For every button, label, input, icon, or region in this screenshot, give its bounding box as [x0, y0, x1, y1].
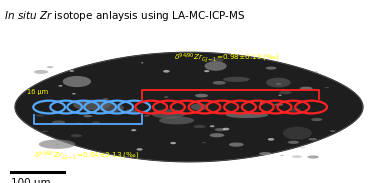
Ellipse shape: [170, 142, 176, 144]
Ellipse shape: [204, 61, 227, 71]
Text: $\delta^{94/90}Zr_{GJ-1}$=0.98±0.19 (‰): $\delta^{94/90}Zr_{GJ-1}$=0.98±0.19 (‰): [174, 52, 280, 65]
Ellipse shape: [266, 67, 276, 70]
Ellipse shape: [292, 155, 302, 158]
Ellipse shape: [39, 140, 75, 149]
Ellipse shape: [223, 128, 229, 130]
Ellipse shape: [195, 94, 208, 98]
Polygon shape: [15, 52, 363, 162]
Ellipse shape: [105, 111, 112, 113]
Ellipse shape: [209, 58, 224, 62]
Ellipse shape: [307, 155, 319, 159]
Ellipse shape: [260, 102, 264, 104]
Ellipse shape: [159, 117, 194, 124]
Ellipse shape: [330, 130, 336, 132]
Ellipse shape: [204, 70, 209, 72]
Ellipse shape: [288, 141, 299, 144]
Ellipse shape: [76, 123, 83, 125]
Ellipse shape: [283, 127, 312, 140]
Ellipse shape: [223, 77, 250, 82]
Ellipse shape: [226, 112, 268, 118]
Ellipse shape: [164, 96, 168, 98]
Text: 16 μm: 16 μm: [27, 89, 48, 95]
Ellipse shape: [84, 115, 92, 117]
Ellipse shape: [46, 66, 54, 68]
Ellipse shape: [246, 114, 251, 115]
Text: $\it{In\ situ}$ $\it{Zr}$ isotope anlaysis using LA-MC-ICP-MS: $\it{In\ situ}$ $\it{Zr}$ isotope anlays…: [4, 9, 245, 23]
Ellipse shape: [73, 100, 111, 110]
Ellipse shape: [59, 85, 62, 87]
Ellipse shape: [36, 114, 45, 117]
Ellipse shape: [279, 95, 282, 96]
Ellipse shape: [194, 125, 206, 128]
Ellipse shape: [276, 83, 282, 85]
Ellipse shape: [98, 103, 124, 112]
Ellipse shape: [52, 120, 65, 124]
Ellipse shape: [280, 155, 284, 156]
Ellipse shape: [279, 91, 291, 94]
Ellipse shape: [103, 98, 108, 100]
Ellipse shape: [313, 72, 318, 73]
Ellipse shape: [141, 62, 144, 63]
Ellipse shape: [229, 143, 244, 147]
Ellipse shape: [70, 70, 74, 72]
Ellipse shape: [131, 129, 136, 131]
Ellipse shape: [325, 87, 329, 88]
Ellipse shape: [268, 138, 274, 141]
Ellipse shape: [311, 118, 322, 121]
Ellipse shape: [300, 87, 313, 90]
Ellipse shape: [266, 78, 291, 87]
Ellipse shape: [210, 133, 225, 137]
Ellipse shape: [34, 70, 48, 74]
Ellipse shape: [202, 142, 206, 143]
Ellipse shape: [300, 146, 305, 148]
Ellipse shape: [55, 144, 59, 145]
Ellipse shape: [72, 93, 76, 94]
Ellipse shape: [210, 125, 215, 127]
Ellipse shape: [288, 108, 301, 112]
Text: 100 μm: 100 μm: [11, 178, 51, 183]
Ellipse shape: [274, 103, 283, 106]
Ellipse shape: [136, 148, 143, 151]
Ellipse shape: [92, 121, 100, 124]
Text: $\delta^{94/90}Zr_{GJ-1}$=0.04±0.13 (‰): $\delta^{94/90}Zr_{GJ-1}$=0.04±0.13 (‰): [34, 149, 140, 163]
Ellipse shape: [71, 134, 82, 137]
Ellipse shape: [42, 130, 48, 132]
Ellipse shape: [163, 70, 170, 73]
Ellipse shape: [308, 138, 317, 140]
Ellipse shape: [213, 81, 226, 85]
Ellipse shape: [191, 103, 208, 111]
Ellipse shape: [151, 109, 186, 118]
Ellipse shape: [63, 76, 91, 87]
Ellipse shape: [215, 128, 226, 131]
Ellipse shape: [144, 115, 150, 117]
Ellipse shape: [259, 152, 271, 155]
Ellipse shape: [125, 109, 137, 113]
